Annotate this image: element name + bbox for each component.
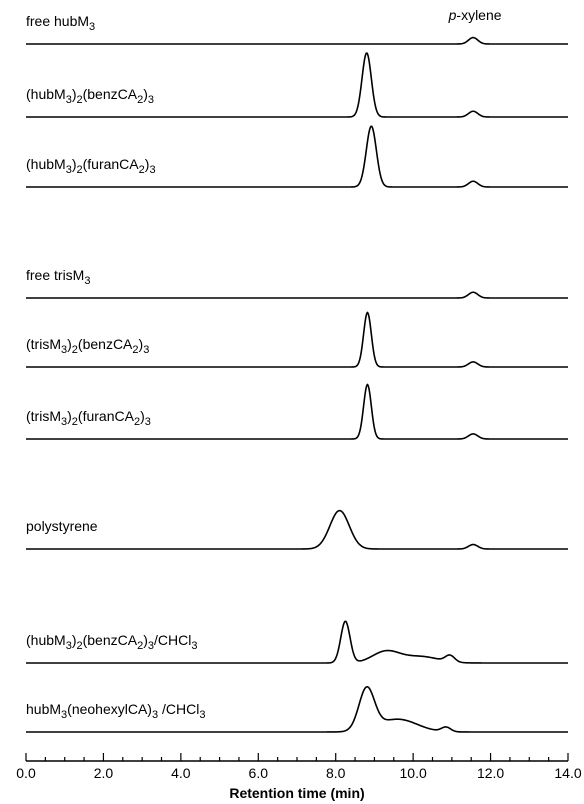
trace-label-hubM3-2-benzCA2-3-CHCl3: (hubM3)2(benzCA2)3/CHCl3 bbox=[26, 632, 197, 652]
trace-label-trisM3-2-benzCA2-3: (trisM3)2(benzCA2)3 bbox=[26, 336, 149, 356]
trace-label-free-hubM3: free hubM3 bbox=[26, 13, 95, 33]
trace-label-hubM3-neohexylCA-3-CHCl3: hubM3(neohexylCA)3 /CHCl3 bbox=[26, 701, 205, 721]
x-tick-label: 8.0 bbox=[326, 765, 346, 781]
trace-trisM3-2-furanCA2-3 bbox=[26, 383, 568, 440]
trace-hubM3-neohexylCA-3-CHCl3 bbox=[26, 685, 568, 733]
trace-free-hubM3 bbox=[26, 36, 568, 45]
trace-label-polystyrene: polystyrene bbox=[26, 518, 98, 534]
x-tick-label: 10.0 bbox=[400, 765, 427, 781]
x-tick-label: 6.0 bbox=[249, 765, 269, 781]
x-tick-label: 14.0 bbox=[554, 765, 581, 781]
x-tick-label: 4.0 bbox=[171, 765, 191, 781]
trace-hubM3-2-furanCA2-3 bbox=[26, 125, 568, 188]
x-tick-label: 12.0 bbox=[477, 765, 504, 781]
trace-label-free-trisM3: free trisM3 bbox=[26, 267, 90, 287]
trace-label-hubM3-2-benzCA2-3: (hubM3)2(benzCA2)3 bbox=[26, 86, 154, 106]
trace-hubM3-2-benzCA2-3 bbox=[26, 52, 568, 118]
trace-label-trisM3-2-furanCA2-3: (trisM3)2(furanCA2)3 bbox=[26, 408, 151, 428]
trace-label-hubM3-2-furanCA2-3: (hubM3)2(furanCA2)3 bbox=[26, 156, 156, 176]
trace-trisM3-2-benzCA2-3 bbox=[26, 311, 568, 368]
x-tick-label: 0.0 bbox=[16, 765, 36, 781]
x-tick-label: 2.0 bbox=[94, 765, 114, 781]
trace-polystyrene bbox=[26, 509, 568, 550]
trace-hubM3-2-benzCA2-3-CHCl3 bbox=[26, 620, 568, 664]
p-xylene-annotation: p-xylene bbox=[448, 7, 502, 23]
x-axis: 0.0 2.0 4.0 6.0 8.0 10.0 12.0 14.0 bbox=[16, 753, 582, 781]
trace-free-trisM3 bbox=[26, 291, 568, 299]
x-axis-title: Retention time (min) bbox=[229, 785, 364, 801]
trace-group: free hubM3 (hubM3)2(benzCA2)3 (hubM3)2(fur… bbox=[26, 13, 568, 733]
